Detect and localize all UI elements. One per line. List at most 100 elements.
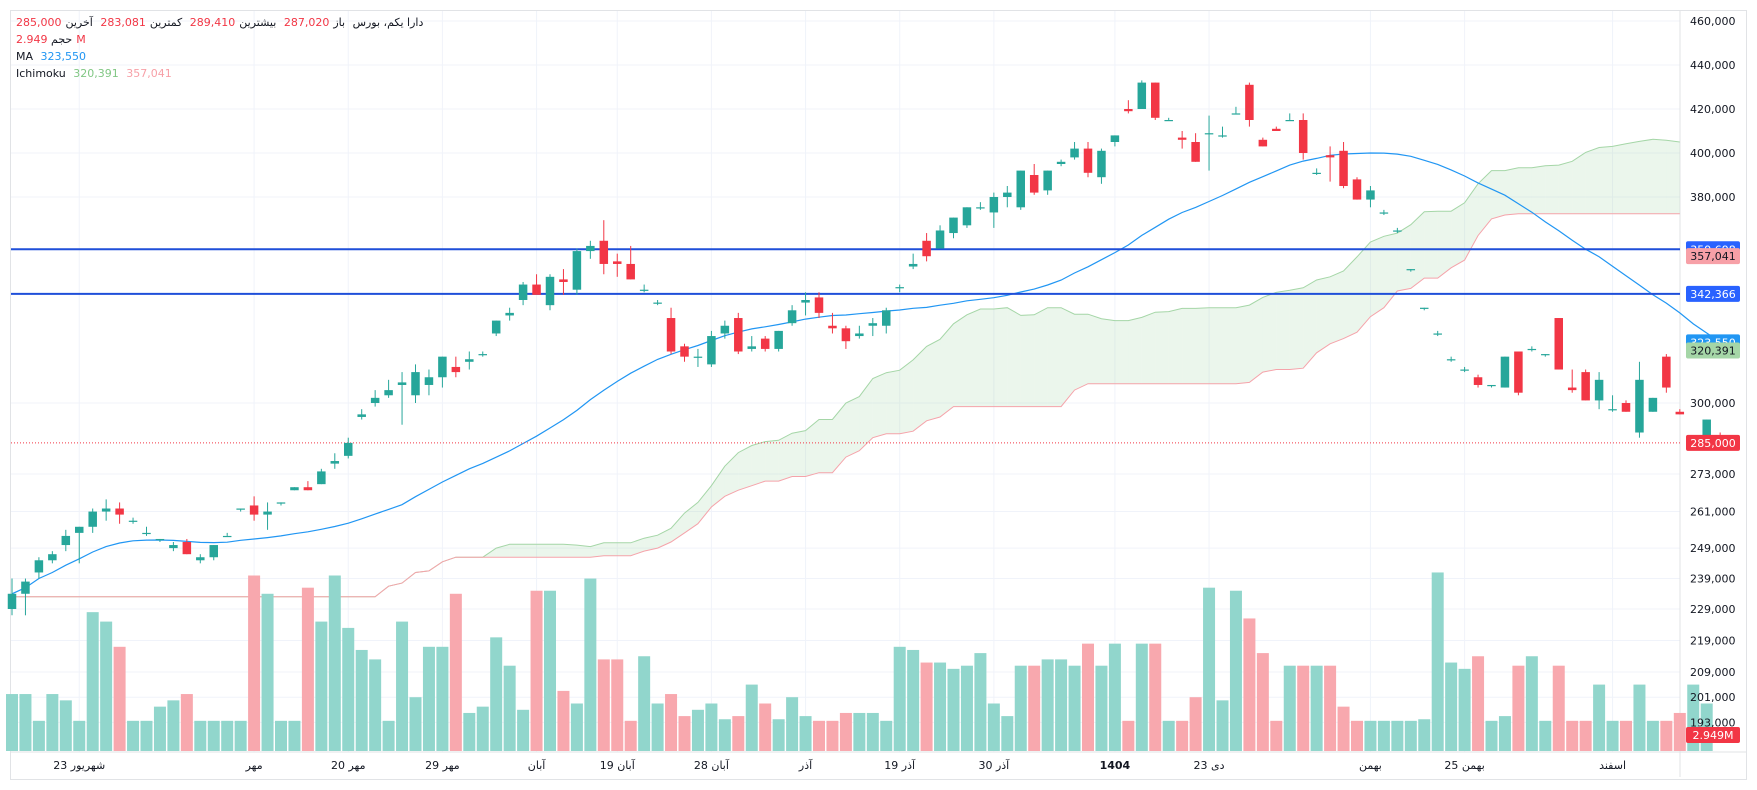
candle-body [653,302,662,304]
high-label: بیشترین [239,16,277,29]
candle-body [1151,82,1160,118]
volume-bar [1431,572,1444,751]
candle [774,330,783,352]
candle [1581,369,1590,401]
volume-bar [1606,720,1619,751]
candle-body [75,526,84,533]
candle-body [411,372,420,396]
candle-body [1285,120,1294,122]
time-tick-label: 20 مهر [331,759,366,772]
candle-body [1339,150,1348,186]
candle [505,307,514,321]
candle [922,233,931,262]
candle-body [424,377,434,385]
cloud-segment [1424,211,1438,279]
candle [1325,146,1335,182]
volume-bar [974,653,987,751]
cloud-segment [1235,305,1250,384]
volume-bar [1579,720,1592,751]
cloud-segment [1101,318,1115,384]
candle-body [1433,333,1442,335]
cloud-segment [1114,320,1129,384]
price-tick-label: 249,000 [1690,542,1736,555]
candle [236,508,245,512]
candle-body [545,276,555,306]
symbol-name: دارا یکم، بورس [352,16,424,29]
volume-bar [1404,720,1417,751]
price-tick-label: 193,000 [1690,716,1736,729]
candle [1124,100,1133,114]
volume-bar [786,697,799,751]
candle [572,248,582,295]
cloud-segment [697,485,712,524]
candle [545,274,555,311]
cloud-segment [1034,307,1048,407]
cloud-segment [1383,233,1398,308]
candle [155,538,165,543]
volume-bar [32,720,45,751]
cloud-segment [1599,146,1613,214]
candle-body [949,217,958,234]
candle [908,253,918,270]
cloud-segment [940,323,954,417]
candle [801,292,810,316]
candle-body [935,230,945,249]
candle-body [1177,137,1187,140]
candle [478,351,487,357]
candle-body [1137,82,1147,109]
cloud-segment [1168,308,1183,384]
ichimoku-legend: Ichimoku 320,391 357,041 [16,67,176,80]
open-label: باز [333,16,346,29]
candle-body [1460,369,1469,371]
candle [61,529,71,552]
candle [949,217,958,239]
volume-bar [718,719,731,751]
candle [1218,126,1227,138]
candle [1379,209,1389,216]
cloud-segment [563,544,577,558]
candle [222,532,232,538]
candle [1029,164,1039,195]
cloud-segment [1276,290,1290,370]
volume-bar [839,712,852,751]
volume-bar [624,720,637,751]
candle-body [263,511,272,515]
volume-bar [1673,712,1686,751]
candle [115,502,124,524]
candle [1016,170,1025,210]
volume-bar [813,720,825,751]
cloud-segment [711,466,725,507]
candle [1621,400,1631,412]
candle-body [290,487,299,491]
price-tick-label: 219,000 [1690,635,1736,648]
volume-bar [920,662,933,751]
candle-body [1016,170,1025,208]
cloud-segment [899,359,914,434]
cloud-segment [1316,276,1331,353]
cloud-segment [644,535,658,552]
candle-body [344,442,353,456]
candle-body [1231,113,1241,115]
candle [1567,369,1577,393]
candle [75,526,84,564]
ichimoku-span-b-line [12,213,1680,598]
cloud-segment [1222,307,1236,384]
candle-body [1487,384,1496,387]
candle [1393,227,1402,234]
candle [518,281,528,306]
volume-bar [1646,720,1659,751]
volume-bar [570,703,583,751]
cloud-segment [1047,307,1062,407]
cloud-segment [1182,308,1196,384]
candle-body [747,346,756,349]
time-tick-label: 19 آبان [600,758,636,772]
candle-body [1029,175,1039,193]
candle-body [1056,161,1066,164]
price-label-badge [1686,285,1740,302]
volume-bar [1162,720,1175,751]
volume-bar [436,646,449,751]
candle-body [734,318,743,352]
volume-bar [1525,656,1538,751]
cloud-segment [1370,236,1384,317]
